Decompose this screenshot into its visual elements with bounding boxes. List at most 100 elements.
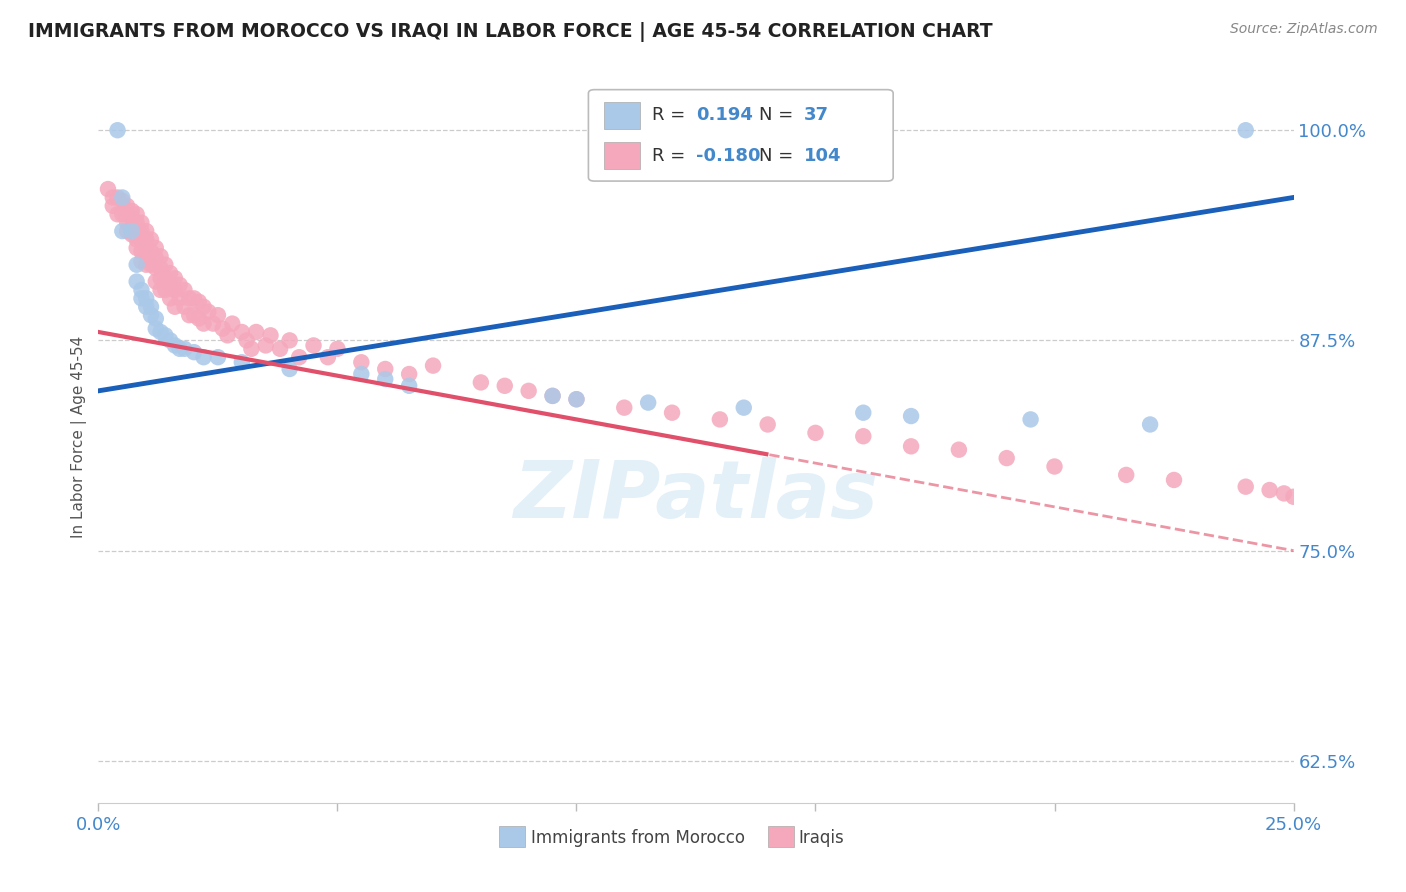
Point xyxy=(131,254,153,268)
Point xyxy=(541,389,564,403)
Point xyxy=(131,291,153,305)
Point xyxy=(125,275,148,289)
Point xyxy=(374,372,396,386)
Point xyxy=(115,224,138,238)
Point xyxy=(259,328,281,343)
Point xyxy=(1115,467,1137,482)
Text: 37: 37 xyxy=(804,106,828,124)
Point xyxy=(121,203,143,218)
Text: 104: 104 xyxy=(804,146,841,164)
Point xyxy=(139,244,162,259)
Point xyxy=(183,308,205,322)
Point xyxy=(135,233,157,247)
Point xyxy=(155,271,177,285)
Point xyxy=(139,258,162,272)
Point xyxy=(163,283,186,297)
Point xyxy=(231,325,253,339)
Point xyxy=(1043,459,1066,474)
Point xyxy=(145,321,167,335)
Point xyxy=(135,244,157,259)
Point xyxy=(804,425,827,440)
Point xyxy=(245,325,267,339)
Point xyxy=(187,294,209,309)
Point xyxy=(517,384,540,398)
FancyBboxPatch shape xyxy=(589,90,893,181)
Point xyxy=(541,389,564,403)
Point xyxy=(169,291,191,305)
Point xyxy=(278,334,301,348)
Point xyxy=(235,334,257,348)
Point xyxy=(221,317,243,331)
Point xyxy=(852,406,875,420)
Point xyxy=(159,266,181,280)
Point xyxy=(169,342,191,356)
Point xyxy=(1234,480,1257,494)
FancyBboxPatch shape xyxy=(499,826,524,847)
Point xyxy=(107,207,129,221)
Point xyxy=(121,211,143,225)
Point xyxy=(131,216,153,230)
Point xyxy=(709,412,731,426)
Point xyxy=(183,345,205,359)
Point xyxy=(1282,490,1305,504)
Point xyxy=(125,241,148,255)
Point xyxy=(121,220,143,235)
Point xyxy=(637,395,659,409)
Text: Immigrants from Morocco: Immigrants from Morocco xyxy=(531,829,745,847)
FancyBboxPatch shape xyxy=(605,142,640,169)
Text: N =: N = xyxy=(759,106,799,124)
Point xyxy=(1019,412,1042,426)
Point xyxy=(240,342,263,356)
Point xyxy=(422,359,444,373)
Point xyxy=(350,355,373,369)
Point xyxy=(163,338,186,352)
Point xyxy=(131,283,153,297)
Point xyxy=(155,283,177,297)
Point xyxy=(149,325,172,339)
Point xyxy=(115,207,138,221)
Point xyxy=(135,258,157,272)
Point xyxy=(139,233,162,247)
Point xyxy=(159,334,181,348)
Point xyxy=(111,207,134,221)
Point xyxy=(111,194,134,208)
Point xyxy=(207,350,229,364)
Point xyxy=(278,362,301,376)
Point xyxy=(398,379,420,393)
Point xyxy=(115,199,138,213)
Point xyxy=(131,244,153,259)
Point xyxy=(121,227,143,242)
Point xyxy=(948,442,970,457)
Point xyxy=(101,190,124,204)
Point xyxy=(135,224,157,238)
Point xyxy=(131,224,153,238)
Point xyxy=(135,291,157,305)
Point xyxy=(302,338,325,352)
Point xyxy=(179,291,201,305)
Text: 0.194: 0.194 xyxy=(696,106,752,124)
Point xyxy=(326,342,349,356)
Point xyxy=(470,376,492,390)
Point xyxy=(125,233,148,247)
Point xyxy=(193,300,215,314)
Point xyxy=(217,328,239,343)
Point xyxy=(145,311,167,326)
Point xyxy=(1163,473,1185,487)
Point xyxy=(145,241,167,255)
Point xyxy=(1272,486,1295,500)
Point xyxy=(131,233,153,247)
Point xyxy=(1258,483,1281,497)
Point xyxy=(139,300,162,314)
Point xyxy=(231,355,253,369)
Point xyxy=(288,350,311,364)
Point xyxy=(149,271,172,285)
Point xyxy=(179,308,201,322)
Point xyxy=(125,216,148,230)
Point xyxy=(316,350,339,364)
Point xyxy=(661,406,683,420)
Point xyxy=(733,401,755,415)
Point xyxy=(207,308,229,322)
Point xyxy=(269,342,291,356)
Point xyxy=(995,451,1018,466)
Point xyxy=(350,367,373,381)
